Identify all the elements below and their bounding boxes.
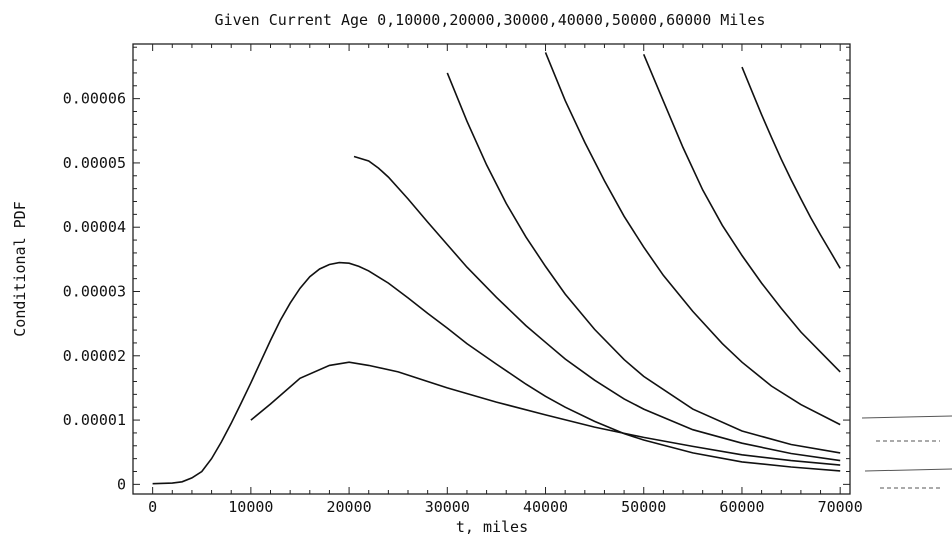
scan-artifact — [864, 468, 952, 472]
x-tick-label: 10000 — [228, 498, 273, 516]
y-tick-label: 0.00006 — [63, 90, 126, 108]
x-tick-label: 0 — [148, 498, 157, 516]
plot-frame — [132, 43, 851, 495]
curves — [152, 52, 841, 485]
y-axis-label: Conditional PDF — [11, 201, 29, 336]
x-tick-label: 20000 — [327, 498, 372, 516]
series-line-1 — [152, 261, 841, 485]
x-tick-label: 60000 — [719, 498, 764, 516]
series-line-6 — [642, 53, 841, 373]
series-line-3 — [353, 155, 841, 462]
axes — [132, 43, 851, 495]
x-tick-label: 30000 — [425, 498, 470, 516]
x-tick-label: 70000 — [818, 498, 863, 516]
y-tick-label: 0 — [117, 475, 126, 493]
y-tick-label: 0.00003 — [63, 283, 126, 301]
ticks: 0 10000 20000 30000 40000 50000 60000 70000 0 0.0… — [63, 44, 863, 516]
x-axis-label: t, miles — [456, 518, 528, 536]
x-tick-label: 50000 — [621, 498, 666, 516]
y-tick-label: 0.00004 — [63, 218, 126, 236]
y-tick-label: 0.00005 — [63, 154, 126, 172]
y-tick-label: 0.00001 — [63, 411, 126, 429]
scan-artifacts — [861, 415, 952, 489]
y-tick-label: 0.00002 — [63, 347, 126, 365]
scan-artifact — [861, 415, 952, 419]
series-line-2 — [250, 361, 841, 466]
series-line-4 — [446, 72, 841, 454]
chart-title: Given Current Age 0,10000,20000,30000,40… — [215, 11, 766, 29]
x-tick-label: 40000 — [523, 498, 568, 516]
series-line-5 — [544, 52, 841, 426]
series-line-7 — [741, 66, 841, 269]
